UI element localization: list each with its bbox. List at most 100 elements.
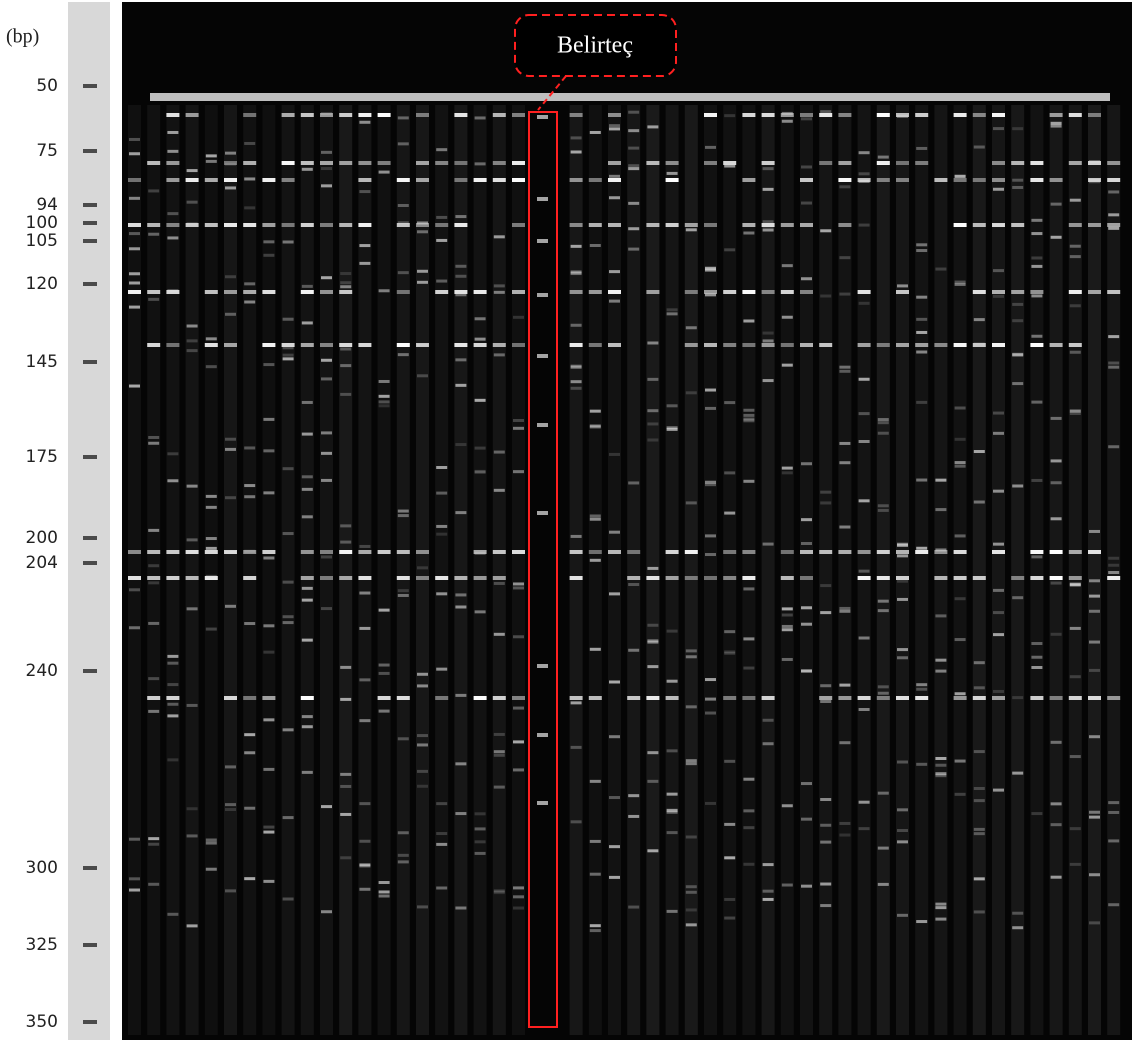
band: [263, 830, 275, 834]
band: [474, 551, 486, 555]
band: [512, 161, 525, 165]
band: [320, 576, 333, 580]
band: [647, 422, 659, 426]
band: [935, 902, 947, 906]
band: [474, 317, 486, 321]
band: [513, 706, 524, 710]
band: [455, 605, 467, 609]
band: [166, 223, 180, 227]
band: [1030, 343, 1044, 347]
band: [492, 696, 506, 700]
band: [915, 343, 929, 347]
band: [321, 184, 332, 188]
band: [148, 581, 160, 585]
band: [628, 481, 640, 485]
band: [282, 353, 294, 357]
band: [839, 256, 851, 260]
band: [724, 401, 736, 405]
band: [897, 554, 908, 558]
band: [916, 317, 928, 321]
band: [300, 113, 314, 117]
band: [1069, 827, 1081, 831]
band: [417, 684, 428, 688]
band: [973, 342, 985, 346]
lane: [876, 105, 890, 1035]
band: [877, 504, 889, 508]
band: [166, 696, 180, 700]
ladder-label: 105: [26, 231, 58, 251]
band: [839, 833, 851, 837]
band: [896, 113, 909, 117]
band: [1089, 921, 1100, 925]
band: [724, 856, 736, 860]
band: [588, 290, 602, 294]
band: [455, 443, 467, 447]
band: [301, 167, 313, 171]
band: [301, 770, 313, 774]
band: [474, 470, 486, 474]
band: [243, 576, 257, 580]
band: [473, 290, 487, 294]
band: [972, 576, 986, 580]
band: [954, 638, 966, 642]
band: [761, 161, 775, 165]
band: [225, 496, 236, 500]
band: [589, 839, 601, 843]
band: [492, 550, 506, 554]
band: [1050, 202, 1062, 206]
band: [263, 879, 275, 883]
band: [705, 534, 716, 538]
band: [1050, 517, 1062, 521]
band: [492, 113, 506, 117]
band: [454, 290, 468, 294]
band: [876, 343, 890, 347]
lane: [1049, 105, 1063, 1035]
band: [1031, 294, 1043, 298]
band: [129, 626, 140, 630]
band: [1108, 801, 1120, 805]
band: [129, 588, 140, 592]
ladder-label: 50: [36, 76, 58, 96]
band: [897, 579, 908, 583]
band: [493, 889, 505, 893]
band: [608, 161, 621, 165]
band: [780, 290, 794, 294]
callout-text: Belirteç: [557, 33, 633, 59]
lane: [761, 105, 775, 1035]
band: [320, 550, 333, 554]
band: [820, 840, 832, 844]
band: [953, 343, 967, 347]
lane: [1011, 105, 1025, 1035]
band: [685, 391, 697, 395]
ladder-label: 100: [26, 213, 58, 233]
band: [647, 640, 659, 644]
band: [743, 777, 755, 781]
band: [646, 161, 660, 165]
band: [934, 178, 948, 182]
band: [665, 223, 679, 227]
band: [973, 827, 985, 831]
band: [628, 814, 640, 818]
band: [800, 550, 813, 554]
band: [1050, 481, 1062, 485]
band: [838, 223, 852, 227]
band: [129, 384, 140, 388]
band: [513, 635, 524, 639]
band: [340, 540, 352, 544]
band: [473, 178, 487, 182]
band: [129, 137, 140, 141]
band: [935, 917, 947, 921]
band: [666, 831, 678, 835]
callout-box: [514, 14, 677, 77]
band: [724, 897, 736, 901]
band: [993, 788, 1004, 792]
band: [801, 669, 812, 673]
band: [300, 161, 314, 165]
band: [647, 438, 659, 442]
band: [993, 269, 1004, 273]
band: [512, 343, 525, 347]
band: [628, 794, 640, 798]
band: [1012, 185, 1024, 189]
band: [396, 550, 410, 554]
band: [301, 487, 313, 491]
